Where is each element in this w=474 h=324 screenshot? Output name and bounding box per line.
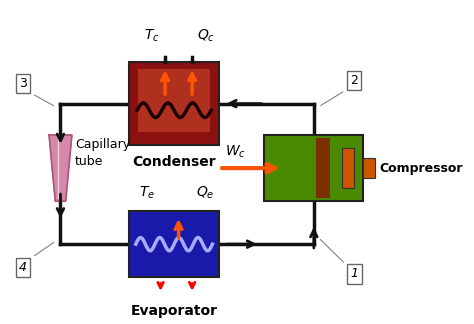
Text: $T_e$: $T_e$ bbox=[139, 185, 155, 201]
Text: $Q_e$: $Q_e$ bbox=[196, 185, 215, 201]
Bar bbox=[129, 211, 219, 277]
Text: 1: 1 bbox=[350, 267, 358, 281]
Text: 2: 2 bbox=[350, 74, 358, 87]
Text: $W_c$: $W_c$ bbox=[225, 144, 246, 160]
Bar bbox=[264, 135, 364, 201]
Bar bbox=[342, 148, 354, 188]
Text: Condenser: Condenser bbox=[132, 155, 216, 169]
Bar bbox=[129, 62, 219, 145]
Text: $T_c$: $T_c$ bbox=[144, 28, 159, 44]
Text: Capillary: Capillary bbox=[75, 138, 130, 151]
Bar bbox=[138, 69, 210, 132]
Text: 4: 4 bbox=[19, 261, 27, 274]
Polygon shape bbox=[49, 135, 72, 201]
Text: Compressor: Compressor bbox=[379, 162, 463, 175]
Bar bbox=[316, 138, 330, 198]
Text: Evaporator: Evaporator bbox=[130, 304, 218, 318]
Bar bbox=[364, 158, 374, 178]
Text: 3: 3 bbox=[19, 77, 27, 90]
Text: tube: tube bbox=[75, 155, 103, 168]
Text: $Q_c$: $Q_c$ bbox=[197, 28, 215, 44]
